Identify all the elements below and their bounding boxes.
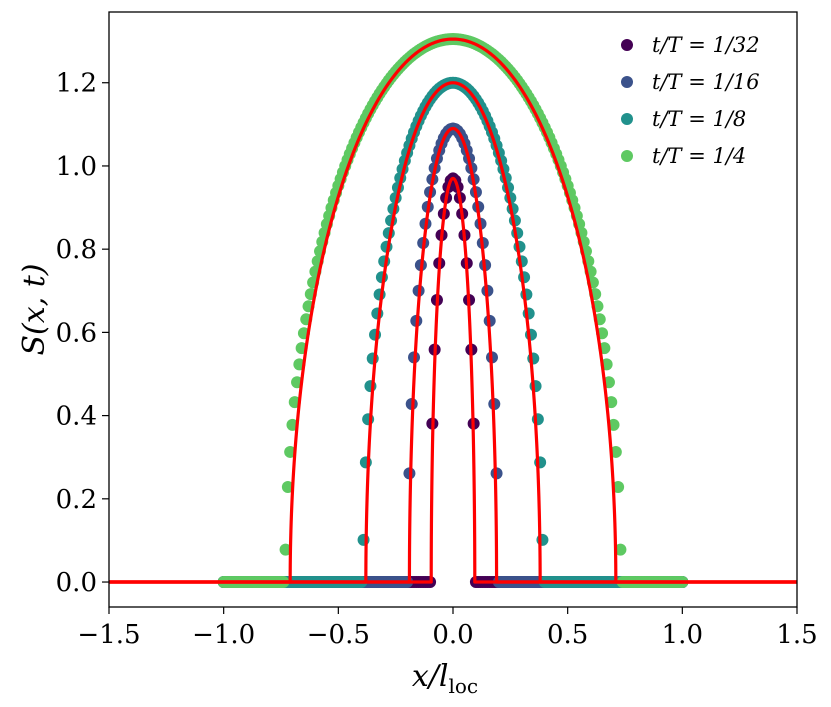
legend-item: t/T = 1/4	[621, 144, 746, 168]
legend: t/T = 1/32 t/T = 1/16 t/T = 1/8 t/T = 1/4	[621, 33, 760, 168]
plot-frame	[108, 11, 798, 608]
data-point	[614, 543, 627, 556]
data-point	[612, 480, 625, 493]
x-tick-label: −1.5	[77, 620, 140, 650]
x-tick-label: −0.5	[307, 620, 370, 650]
y-tick-label: 0.4	[56, 402, 97, 432]
x-axis-label: x/lloc	[412, 659, 478, 698]
y-tick-label: 1.2	[56, 69, 97, 99]
x-tick-label: 1.0	[662, 620, 703, 650]
x-tick-label: 0.0	[432, 620, 473, 650]
theory-curve-layer	[109, 37, 797, 584]
data-point	[281, 480, 294, 493]
y-axis-label: S(x, t)	[17, 263, 52, 355]
legend-marker	[621, 150, 633, 162]
theory-curve-1	[109, 176, 797, 584]
y-tick-label: 1.0	[56, 152, 97, 182]
legend-item: t/T = 1/8	[621, 107, 746, 131]
series-1-points	[217, 172, 689, 589]
series-2-points	[217, 122, 689, 589]
x-tick-label: −1.0	[192, 620, 255, 650]
series-3-points	[217, 76, 689, 589]
legend-label: t/T = 1/32	[652, 33, 760, 57]
theory-curve-3	[109, 81, 797, 584]
legend-item: t/T = 1/32	[621, 33, 760, 57]
y-tick-label: 0.2	[56, 485, 97, 515]
series-4-points	[217, 33, 689, 589]
y-tick-label: 0.8	[56, 235, 97, 265]
legend-label: t/T = 1/16	[652, 70, 760, 94]
data-point	[279, 543, 292, 556]
legend-label: t/T = 1/4	[652, 144, 746, 168]
y-tick-label: 0.6	[56, 318, 97, 348]
legend-item: t/T = 1/16	[621, 70, 760, 94]
y-tick-label: 0.0	[56, 568, 97, 598]
theory-curve-4	[109, 37, 797, 584]
theory-curve-2	[109, 126, 797, 584]
legend-marker	[621, 113, 633, 125]
x-axis-ticks: −1.5 −1.0 −0.5 0.0 0.5 1.0 1.5	[77, 607, 818, 650]
legend-label: t/T = 1/8	[652, 107, 746, 131]
y-axis-ticks: 0.0 0.2 0.4 0.6 0.8 1.0 1.2	[56, 69, 109, 598]
x-tick-label: 1.5	[776, 620, 817, 650]
x-tick-label: 0.5	[547, 620, 588, 650]
legend-marker	[621, 39, 633, 51]
legend-marker	[621, 76, 633, 88]
data-layer	[217, 33, 689, 589]
